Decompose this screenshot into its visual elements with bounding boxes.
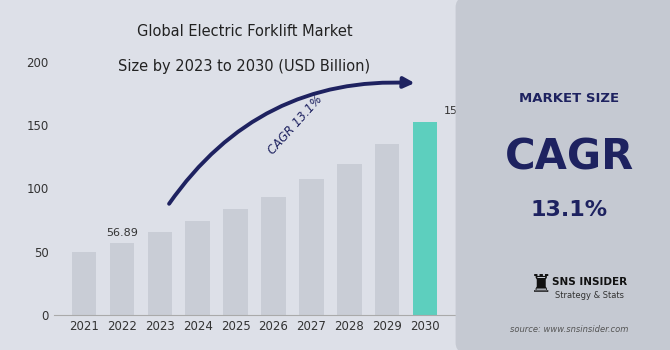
Bar	[337, 164, 362, 315]
Text: ♜: ♜	[530, 273, 553, 297]
Text: CAGR 13.1%: CAGR 13.1%	[266, 93, 326, 157]
Bar	[186, 221, 210, 315]
Bar	[110, 243, 135, 315]
Text: 56.89: 56.89	[106, 228, 138, 238]
Bar	[261, 197, 286, 315]
Bar	[72, 252, 96, 315]
Text: CAGR: CAGR	[505, 136, 634, 178]
Bar	[413, 122, 438, 315]
Text: Strategy & Stats: Strategy & Stats	[555, 291, 624, 300]
Text: 152.30(BN): 152.30(BN)	[444, 106, 507, 116]
Text: Size by 2023 to 2030 (USD Billion): Size by 2023 to 2030 (USD Billion)	[119, 60, 371, 75]
Bar	[375, 144, 399, 315]
Bar	[147, 232, 172, 315]
Bar	[223, 209, 248, 315]
Text: 13.1%: 13.1%	[531, 200, 608, 220]
Text: Global Electric Forklift Market: Global Electric Forklift Market	[137, 25, 352, 40]
Text: source: www.snsinsider.com: source: www.snsinsider.com	[511, 324, 628, 334]
Bar	[299, 180, 324, 315]
Text: MARKET SIZE: MARKET SIZE	[519, 91, 620, 105]
Text: SNS INSIDER: SNS INSIDER	[552, 277, 627, 287]
